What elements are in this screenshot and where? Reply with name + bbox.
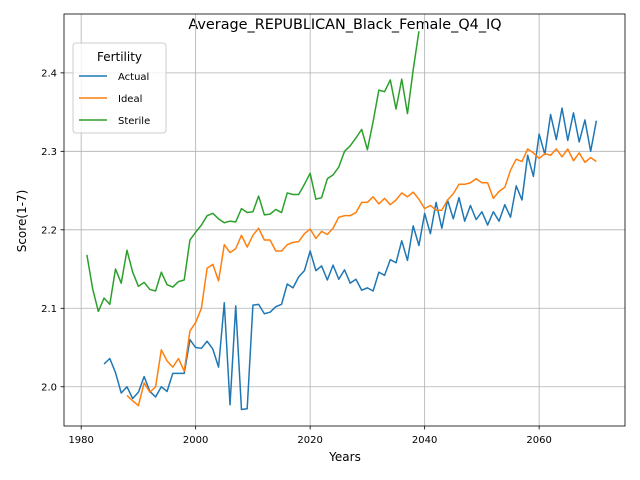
series-line-sterile xyxy=(86,31,420,313)
legend-label-ideal: Ideal xyxy=(118,94,142,105)
y-tick-label: 2.0 xyxy=(41,382,57,393)
x-tick-label: 2060 xyxy=(526,435,551,446)
axis-ticks: 1980 2000 2020 2040 2060 2.0 2.1 2.2 2.3 2.4 xyxy=(41,68,552,446)
x-tick-label: 1980 xyxy=(68,435,93,446)
series-lines xyxy=(86,31,598,411)
y-tick-label: 2.2 xyxy=(41,225,57,236)
x-axis-label: Years xyxy=(328,450,361,464)
legend-label-actual: Actual xyxy=(118,72,149,83)
legend-entries: Actual Ideal Sterile xyxy=(79,72,150,127)
chart-title: Average_REPUBLICAN_Black_Female_Q4_IQ xyxy=(188,17,501,33)
legend-label-sterile: Sterile xyxy=(118,116,150,127)
x-tick-label: 2040 xyxy=(412,435,437,446)
legend-title: Fertility xyxy=(97,50,142,64)
plot-frame xyxy=(63,13,626,427)
y-tick-label: 2.1 xyxy=(41,304,57,315)
x-tick-label: 2020 xyxy=(297,435,322,446)
series-line-ideal xyxy=(126,148,597,407)
grid xyxy=(64,14,625,426)
legend: Fertility Actual Ideal Sterile xyxy=(72,42,167,134)
legend-box xyxy=(72,42,167,134)
x-tick-label: 2000 xyxy=(183,435,208,446)
y-tick-label: 2.4 xyxy=(41,68,57,79)
y-tick-label: 2.3 xyxy=(41,147,57,158)
y-axis-label: Score(1-7) xyxy=(15,190,29,253)
